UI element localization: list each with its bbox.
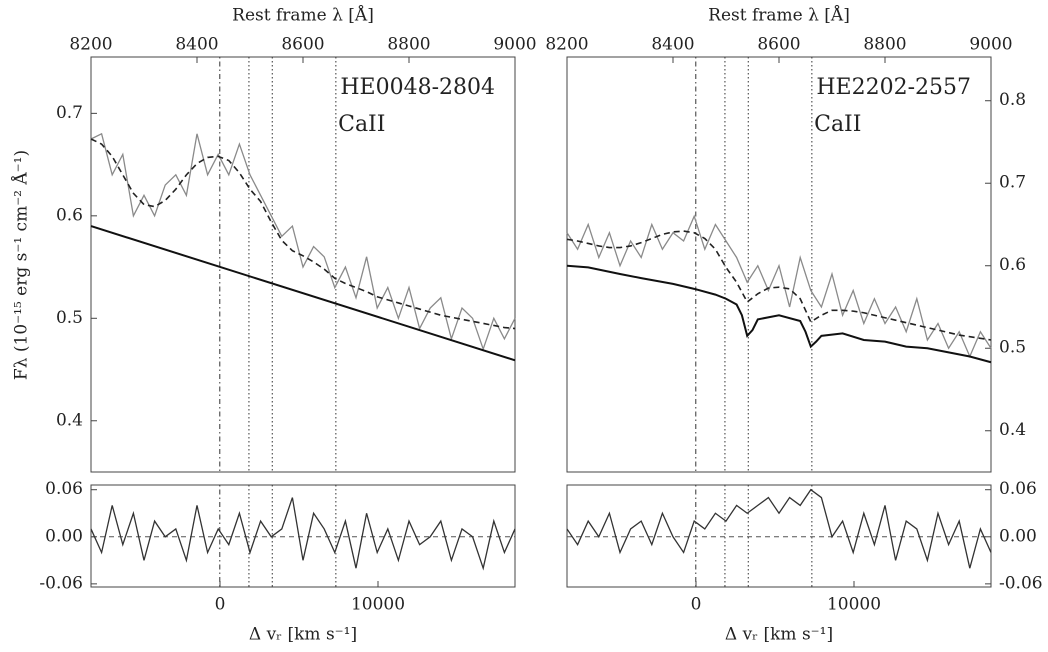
spectrum-line	[90, 132, 516, 352]
spectrum-line	[90, 225, 516, 362]
y-tick-label: 0.4	[56, 410, 83, 430]
line-label: CaII	[814, 112, 861, 137]
x-tick-label: 8800	[387, 35, 430, 55]
x-tick-label: 9000	[969, 35, 1012, 55]
y-axis-label: Fλ (10⁻¹⁵ erg s⁻¹ cm⁻² Å⁻¹)	[11, 150, 32, 380]
x-tick-label: 9000	[493, 35, 536, 55]
x2-tick-label: 0	[691, 595, 702, 615]
residual-y-tick-label: -0.06	[999, 573, 1043, 593]
x2-tick-label: 0	[215, 595, 226, 615]
x-tick-label: 8200	[69, 35, 112, 55]
x-tick-label: 8400	[175, 35, 218, 55]
x-tick-label: 8600	[281, 35, 324, 55]
residual-y-tick-label: -0.06	[39, 573, 83, 593]
x-bottom-label: Δ vᵣ [km s⁻¹]	[249, 625, 357, 645]
x-top-label: Rest frame λ [Å]	[708, 5, 850, 26]
x2-tick-label: 10000	[351, 595, 405, 615]
object-name: HE2202-2557	[816, 75, 971, 100]
spectrum-line	[90, 138, 516, 330]
x-top-label: Rest frame λ [Å]	[232, 5, 374, 26]
residual-line	[90, 497, 516, 571]
residual-y-tick-label: 0.06	[45, 479, 83, 499]
x-tick-label: 8400	[651, 35, 694, 55]
x-tick-label: 8800	[863, 35, 906, 55]
object-name: HE0048-2804	[340, 75, 495, 100]
y-tick-label: 0.5	[999, 338, 1026, 358]
residual-frame	[90, 484, 516, 588]
line-label: CaII	[338, 112, 385, 137]
residual-y-tick-label: 0.00	[999, 526, 1037, 546]
y-tick-label: 0.6	[56, 205, 83, 225]
y-tick-label: 0.5	[56, 308, 83, 328]
spectrum-line	[566, 214, 992, 359]
y-tick-label: 0.7	[999, 173, 1026, 193]
x-tick-label: 8600	[757, 35, 800, 55]
residual-frame	[566, 484, 992, 588]
residual-y-tick-label: 0.06	[999, 479, 1037, 499]
y-tick-label: 0.4	[999, 420, 1026, 440]
spectrum-line	[566, 230, 992, 341]
x-tick-label: 8200	[545, 35, 588, 55]
y-tick-label: 0.8	[999, 90, 1026, 110]
residual-y-tick-label: 0.00	[45, 526, 83, 546]
y-tick-label: 0.7	[56, 103, 83, 123]
spectrum-line	[566, 264, 992, 364]
x-bottom-label: Δ vᵣ [km s⁻¹]	[725, 625, 833, 645]
y-tick-label: 0.6	[999, 255, 1026, 275]
residual-line	[566, 488, 992, 569]
x2-tick-label: 10000	[827, 595, 881, 615]
